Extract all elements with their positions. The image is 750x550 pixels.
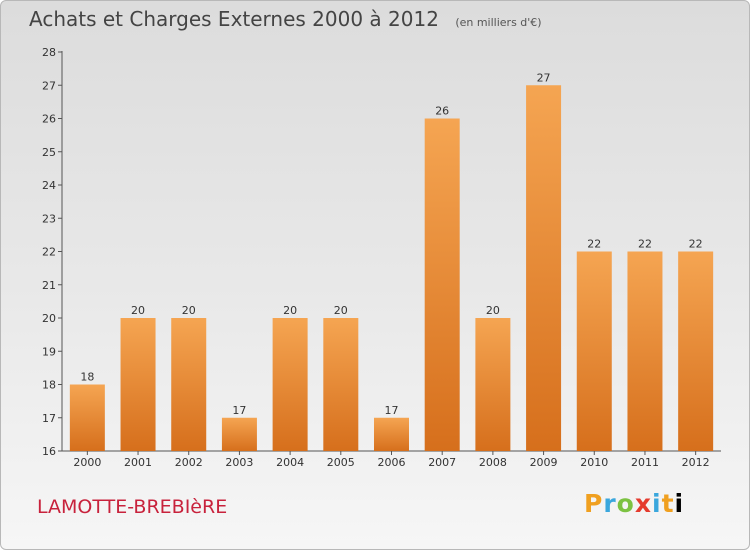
bar <box>627 251 663 451</box>
y-tick-label: 28 <box>42 46 56 59</box>
bar <box>678 251 714 451</box>
y-tick-label: 20 <box>42 312 56 325</box>
chart-subtitle: (en milliers d'€) <box>455 16 542 29</box>
x-tick-label: 2009 <box>530 456 558 469</box>
bar-value-label: 20 <box>182 304 196 317</box>
bar-value-label: 20 <box>486 304 500 317</box>
bar-value-label: 20 <box>334 304 348 317</box>
bar <box>475 318 511 451</box>
bar <box>171 318 207 451</box>
bar <box>69 384 105 451</box>
x-tick-label: 2002 <box>175 456 203 469</box>
x-tick-label: 2006 <box>378 456 406 469</box>
y-tick-label: 23 <box>42 212 56 225</box>
y-tick-label: 18 <box>42 379 56 392</box>
x-tick-label: 2003 <box>225 456 253 469</box>
x-tick-label: 2004 <box>276 456 304 469</box>
bar <box>120 318 156 451</box>
y-tick-label: 16 <box>42 445 56 458</box>
x-tick-label: 2012 <box>682 456 710 469</box>
bar <box>576 251 612 451</box>
bar-value-label: 22 <box>638 238 652 251</box>
bar-value-label: 18 <box>80 371 94 384</box>
x-tick-label: 2000 <box>73 456 101 469</box>
chart-title: Achats et Charges Externes 2000 à 2012 (… <box>29 7 542 31</box>
bar <box>272 318 308 451</box>
bar-value-label: 22 <box>587 238 601 251</box>
y-tick-label: 24 <box>42 179 56 192</box>
bar-value-label: 17 <box>232 404 246 417</box>
y-tick-label: 25 <box>42 146 56 159</box>
x-tick-label: 2007 <box>428 456 456 469</box>
bar-value-label: 27 <box>537 71 551 84</box>
y-tick-label: 27 <box>42 79 56 92</box>
bar <box>526 85 562 451</box>
x-tick-label: 2011 <box>631 456 659 469</box>
bar <box>424 118 460 451</box>
y-tick-label: 21 <box>42 279 56 292</box>
x-tick-label: 2008 <box>479 456 507 469</box>
y-tick-label: 19 <box>42 345 56 358</box>
proxiti-logo: Proxiti <box>584 489 685 518</box>
bar-value-label: 22 <box>689 238 703 251</box>
bar-value-label: 26 <box>435 105 449 118</box>
bar <box>221 417 257 451</box>
y-tick-label: 22 <box>42 246 56 259</box>
commune-name: LAMOTTE-BREBIèRE <box>37 496 228 518</box>
bar-value-label: 20 <box>131 304 145 317</box>
bar <box>323 318 359 451</box>
x-tick-label: 2010 <box>580 456 608 469</box>
x-tick-label: 2005 <box>327 456 355 469</box>
bar-value-label: 17 <box>385 404 399 417</box>
y-tick-label: 26 <box>42 113 56 126</box>
chart-title-text: Achats et Charges Externes 2000 à 2012 <box>29 7 439 31</box>
x-tick-label: 2001 <box>124 456 152 469</box>
y-tick-label: 17 <box>42 412 56 425</box>
bar <box>374 417 409 451</box>
bar-value-label: 20 <box>283 304 297 317</box>
